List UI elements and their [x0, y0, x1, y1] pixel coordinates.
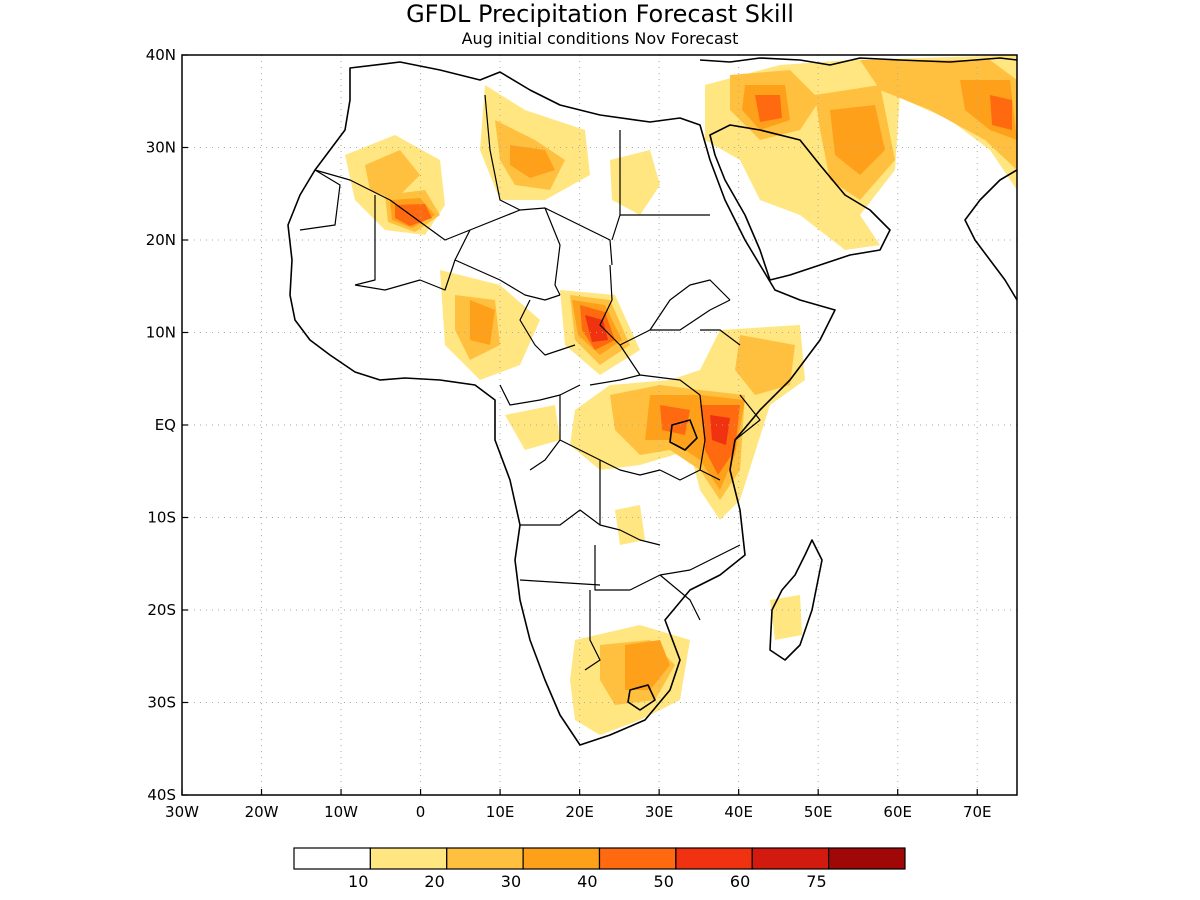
- skill-patch: [625, 640, 670, 690]
- x-tick-label: 30W: [165, 803, 199, 821]
- colorbar-label: 60: [730, 872, 750, 891]
- colorbar-swatch: [751, 847, 830, 870]
- x-tick-label: 50E: [804, 803, 833, 821]
- colorbar-swatch: [369, 847, 448, 870]
- colorbar-swatch: [446, 847, 524, 870]
- skill-patch: [510, 145, 555, 178]
- x-tick-label: 70E: [963, 803, 992, 821]
- skill-patch: [770, 595, 802, 640]
- y-tick-label: 10N: [146, 324, 176, 342]
- africa-coastline: [287, 61, 836, 746]
- country-borders: [299, 94, 761, 671]
- colorbar-label: 40: [577, 872, 597, 891]
- figure-subtitle: Aug initial conditions Nov Forecast: [462, 29, 739, 48]
- skill-patch: [710, 415, 730, 445]
- colorbar: 10 20 30 40 50 60 75: [293, 847, 906, 891]
- colorbar-swatch: [828, 847, 906, 870]
- x-tick-label: 10W: [324, 803, 358, 821]
- lake-victoria: [669, 419, 698, 451]
- skill-patch: [585, 315, 608, 342]
- colorbar-label: 75: [806, 872, 826, 891]
- lesotho-outline: [627, 684, 656, 711]
- figure-title: GFDL Precipitation Forecast Skill: [406, 0, 794, 28]
- land-outlines: [287, 57, 1018, 746]
- y-tick-label: 40N: [146, 46, 176, 64]
- skill-patch: [615, 505, 645, 545]
- skill-patch: [735, 335, 795, 395]
- longitude-axis: 30W 20W 10W 0 10E 20E 30E 40E 50E 60E 70E: [165, 789, 992, 821]
- colorbar-swatch: [598, 847, 677, 870]
- latitude-axis: 40N 30N 20N 10N EQ 10S 20S 30S 40S: [146, 46, 188, 804]
- colorbar-swatch: [675, 847, 753, 870]
- y-tick-label: EQ: [155, 416, 176, 434]
- y-tick-label: 30S: [147, 694, 176, 712]
- skill-patch: [505, 405, 560, 450]
- x-tick-label: 20W: [245, 803, 279, 821]
- x-tick-label: 0: [416, 803, 426, 821]
- y-tick-label: 30N: [146, 139, 176, 157]
- madagascar-coastline: [769, 539, 823, 661]
- map-plot-area: [181, 54, 1018, 796]
- x-tick-label: 10E: [486, 803, 515, 821]
- skill-patch: [830, 105, 885, 175]
- colorbar-label: 10: [348, 872, 368, 891]
- colorbar-swatch: [293, 847, 371, 870]
- y-tick-label: 20N: [146, 231, 176, 249]
- skill-patch: [395, 204, 432, 226]
- x-tick-label: 40E: [724, 803, 753, 821]
- colorbar-label: 30: [501, 872, 521, 891]
- x-tick-label: 30E: [645, 803, 674, 821]
- skill-patch: [990, 95, 1012, 130]
- eurasia-coastline: [699, 57, 1018, 301]
- x-tick-label: 60E: [883, 803, 912, 821]
- colorbar-label: 50: [654, 872, 674, 891]
- y-tick-label: 40S: [147, 786, 176, 804]
- skill-patch: [470, 300, 495, 345]
- y-tick-label: 10S: [147, 509, 176, 527]
- x-tick-label: 20E: [565, 803, 594, 821]
- skill-patch: [365, 150, 420, 200]
- skill-patch: [610, 150, 660, 215]
- skill-patch: [660, 405, 690, 435]
- skill-patch: [755, 95, 782, 122]
- colorbar-swatch: [522, 847, 601, 870]
- arabia-coastline: [709, 124, 891, 281]
- y-tick-label: 20S: [147, 601, 176, 619]
- colorbar-label: 20: [424, 872, 444, 891]
- skill-shading: [345, 55, 1017, 735]
